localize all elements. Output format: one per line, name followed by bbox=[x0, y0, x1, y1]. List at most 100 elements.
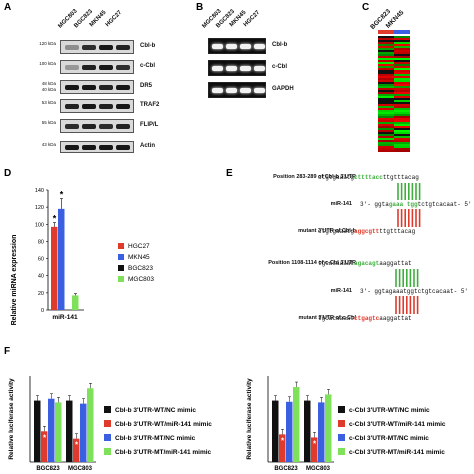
heatmap-cell bbox=[394, 138, 410, 140]
heatmap-cell bbox=[394, 78, 410, 80]
y-tick-label: 0 bbox=[41, 308, 44, 314]
heatmap-cell bbox=[378, 108, 394, 110]
sequence-line: ctgtgaaatgcttttaccttgtttacag bbox=[318, 174, 419, 181]
luciferase-bar bbox=[279, 434, 286, 462]
gel-strip bbox=[208, 60, 266, 76]
heatmap-cell bbox=[394, 130, 410, 132]
bar-hgc27 bbox=[51, 226, 58, 310]
kda-marker: 43 kDa bbox=[41, 142, 56, 147]
blot-protein-label: Cbl-b bbox=[140, 43, 156, 49]
heatmap-cell bbox=[378, 72, 394, 74]
heatmap-cell bbox=[394, 126, 410, 128]
heatmap-cell bbox=[394, 104, 410, 106]
sequence-row-label: Position 283-289 of Cbl-b 3'UTR bbox=[273, 174, 356, 180]
kda-marker: 55 kDa bbox=[41, 120, 56, 125]
heatmap-cell bbox=[378, 68, 394, 70]
heatmap-cell bbox=[378, 60, 394, 62]
heatmap-cell bbox=[378, 62, 394, 64]
heatmap-cell bbox=[394, 98, 410, 100]
heatmap-cell bbox=[394, 66, 410, 68]
legend-label: MGC803 bbox=[128, 276, 154, 283]
kda-marker: 100 kDa bbox=[39, 61, 56, 66]
bar-mgc803 bbox=[72, 295, 79, 310]
blot-band bbox=[99, 85, 113, 90]
blot-band bbox=[99, 124, 113, 129]
heatmap-cell bbox=[394, 114, 410, 116]
heatmap-cell bbox=[378, 118, 394, 120]
heatmap-cell bbox=[378, 82, 394, 84]
heatmap-cell bbox=[378, 102, 394, 104]
legend-label: c-Cbl 3'UTR-MT/miR-141 mimic bbox=[349, 449, 445, 456]
heatmap-cell bbox=[378, 136, 394, 138]
heatmap-cell bbox=[378, 100, 394, 102]
binding-site: ctgagtc bbox=[354, 315, 380, 322]
luciferase-bar bbox=[293, 387, 300, 462]
heatmap-cell bbox=[378, 126, 394, 128]
heatmap-header-bar bbox=[394, 30, 410, 34]
heatmap-cell bbox=[394, 88, 410, 90]
heatmap-cell bbox=[378, 94, 394, 96]
heatmap-cell bbox=[394, 36, 410, 38]
blot-band bbox=[65, 145, 79, 150]
legend-label: HGC27 bbox=[128, 243, 150, 250]
legend-swatch bbox=[338, 406, 345, 413]
heatmap-cell bbox=[378, 104, 394, 106]
sequence-suffix: tctgtcacaat- 5' bbox=[414, 288, 469, 295]
blot-band bbox=[82, 85, 96, 90]
sequence-suffix: aaggattat bbox=[379, 315, 412, 322]
heatmap-cell bbox=[378, 148, 394, 150]
legend-label: BGC823 bbox=[128, 265, 153, 272]
heatmap-cell bbox=[378, 98, 394, 100]
sequence-suffix: ttgtttacag bbox=[382, 174, 419, 181]
sequence-line: ctgtgaaatgaggcgttttgtttacag bbox=[318, 228, 415, 235]
western-blot-strip bbox=[60, 119, 134, 133]
heatmap-cell bbox=[394, 48, 410, 50]
luciferase-bar bbox=[34, 400, 41, 462]
heatmap-cell bbox=[394, 124, 410, 126]
heatmap-cell bbox=[394, 52, 410, 54]
heatmap-cell bbox=[378, 134, 394, 136]
heatmap-cell bbox=[394, 38, 410, 40]
sequence-line: tgcacaaaatctgagtcaaggattat bbox=[318, 315, 412, 322]
heatmap-cell bbox=[394, 80, 410, 82]
heatmap-cell bbox=[378, 144, 394, 146]
sequence-row-label: miR-141 bbox=[330, 288, 352, 294]
luciferase-bar bbox=[304, 400, 311, 462]
heatmap-cell bbox=[378, 116, 394, 118]
luciferase-chart-ccbl: Relative luciferase activity * BGC823 * MGC8… bbox=[246, 376, 446, 472]
western-blot-strip bbox=[60, 99, 134, 113]
blot-protein-label: TRAF2 bbox=[140, 102, 160, 108]
sequence-row-label: Position 1108-1114 of c-Cbl 3'UTR bbox=[268, 260, 356, 266]
heatmap-cell bbox=[378, 56, 394, 58]
panel-e-label: E bbox=[226, 168, 233, 179]
blot-band bbox=[65, 124, 79, 129]
significance-star: * bbox=[60, 190, 64, 200]
heatmap-cell bbox=[394, 56, 410, 58]
blot-band bbox=[99, 65, 113, 70]
heatmap-cell bbox=[394, 132, 410, 134]
heatmap-cell bbox=[378, 36, 394, 38]
legend-label: c-Cbl 3'UTR-MT/NC mimic bbox=[349, 435, 429, 442]
heatmap-cell bbox=[378, 46, 394, 48]
legend-swatch bbox=[338, 434, 345, 441]
heatmap-cell bbox=[394, 82, 410, 84]
luciferase-bar bbox=[55, 402, 62, 462]
heatmap-cell bbox=[394, 96, 410, 98]
sequence-suffix: aaggattat bbox=[379, 260, 412, 267]
sequence-row-label: mutant 3'UTR of Cbl-b bbox=[298, 228, 356, 234]
legend-swatch bbox=[118, 265, 124, 271]
heatmap-cell bbox=[394, 58, 410, 60]
gel-band bbox=[226, 44, 237, 49]
blot-band bbox=[116, 45, 130, 50]
heatmap-cell bbox=[394, 112, 410, 114]
gel-band bbox=[212, 88, 223, 93]
heatmap-cell bbox=[378, 76, 394, 78]
heatmap-cell bbox=[378, 86, 394, 88]
sequence-suffix: tctgtcacaat- 5' bbox=[417, 201, 472, 208]
heatmap-cell bbox=[378, 114, 394, 116]
sequence-prefix: tgcacaaaat bbox=[318, 315, 355, 322]
sequence-line: tgcacaaaatagacagtaaggattat bbox=[318, 260, 412, 267]
heatmap-cell bbox=[378, 96, 394, 98]
legend-label: c-Cbl 3'UTR-WT/miR-141 mimic bbox=[349, 421, 446, 428]
luciferase-bar bbox=[311, 437, 318, 462]
